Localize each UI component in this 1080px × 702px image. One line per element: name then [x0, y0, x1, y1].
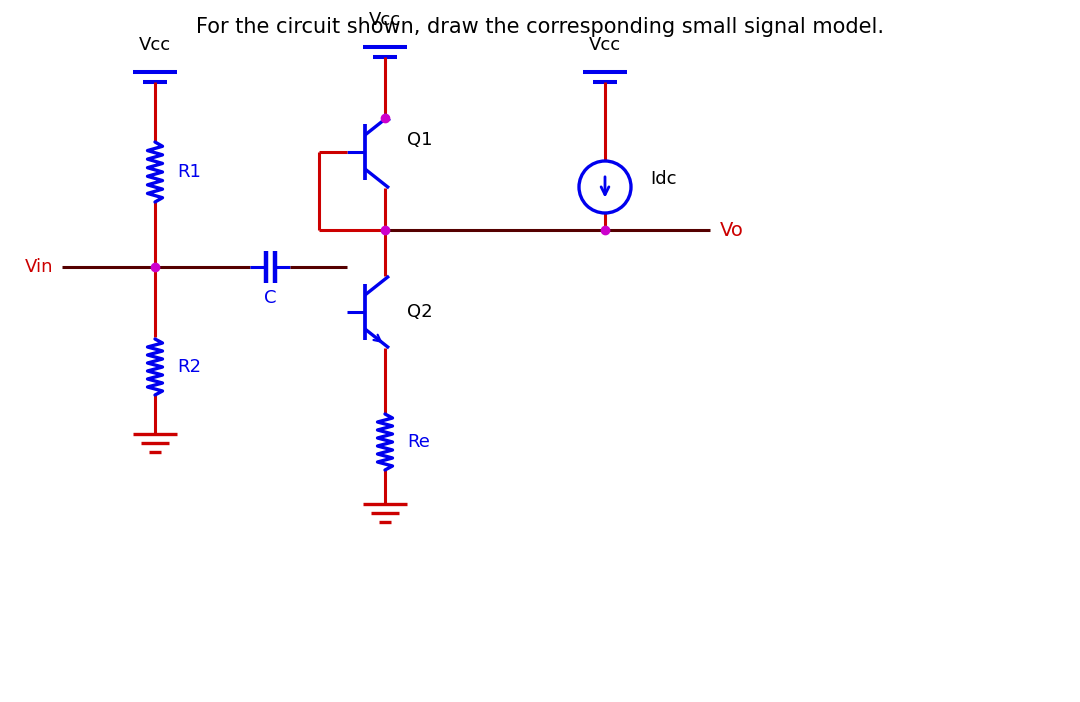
Text: Vin: Vin [25, 258, 54, 276]
Text: For the circuit shown, draw the corresponding small signal model.: For the circuit shown, draw the correspo… [195, 17, 885, 37]
Text: Vcc: Vcc [589, 36, 621, 54]
Text: Idc: Idc [650, 170, 676, 188]
Text: Q1: Q1 [407, 131, 432, 149]
Text: Vcc: Vcc [369, 11, 401, 29]
Text: R2: R2 [177, 358, 201, 376]
Text: Vo: Vo [720, 220, 744, 239]
Text: Re: Re [407, 433, 430, 451]
Text: C: C [264, 289, 276, 307]
Text: Vcc: Vcc [139, 36, 171, 54]
Text: Q2: Q2 [407, 303, 433, 321]
Text: R1: R1 [177, 163, 201, 181]
